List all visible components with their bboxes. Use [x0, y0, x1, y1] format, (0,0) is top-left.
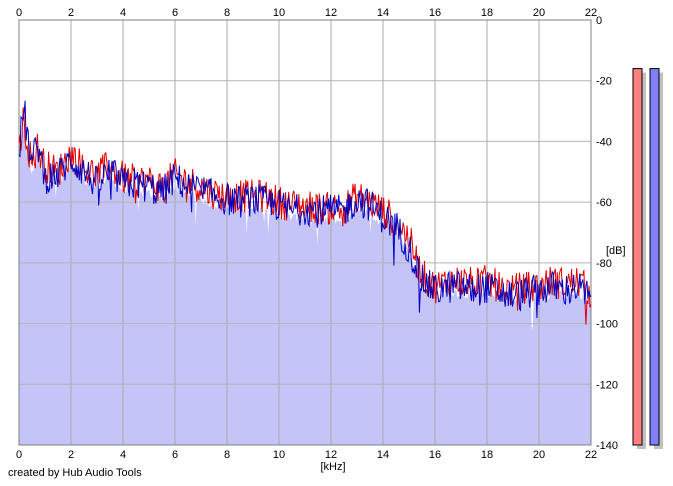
y-tick-label: -40 [596, 136, 612, 148]
x-tick-top: 0 [16, 7, 22, 19]
y-axis-unit-label: [dB] [606, 245, 626, 257]
y-tick-label: -80 [596, 258, 612, 270]
x-tick-bottom: 20 [533, 449, 545, 461]
x-tick-top: 18 [481, 7, 493, 19]
x-tick-bottom: 8 [224, 449, 230, 461]
series-line-1 [18, 107, 592, 325]
x-tick-bottom: 14 [377, 449, 389, 461]
x-tick-top: 10 [273, 7, 285, 19]
x-tick-bottom: 0 [16, 449, 22, 461]
series-line-2 [18, 100, 592, 319]
spectrum-area-layer [19, 127, 591, 445]
level-meter-right [649, 68, 660, 446]
x-tick-bottom: 18 [481, 449, 493, 461]
grid-layer [18, 19, 592, 446]
tick-label-layer: 002244668810101212141416161818202022220-… [16, 7, 618, 461]
x-tick-bottom: 12 [325, 449, 337, 461]
y-tick-label: 0 [596, 15, 602, 27]
y-tick-label: -60 [596, 197, 612, 209]
y-tick-label: -140 [596, 440, 618, 452]
x-tick-top: 6 [172, 7, 178, 19]
level-meter-layer [632, 68, 663, 450]
y-tick-label: -20 [596, 76, 612, 88]
x-tick-top: 4 [120, 7, 126, 19]
x-tick-top: 2 [68, 7, 74, 19]
series-layer [18, 100, 592, 325]
plot-frame [18, 19, 592, 446]
x-axis-unit-label: [kHz] [320, 461, 345, 473]
x-tick-top: 12 [325, 7, 337, 19]
x-tick-bottom: 10 [273, 449, 285, 461]
x-tick-top: 16 [429, 7, 441, 19]
x-tick-bottom: 2 [68, 449, 74, 461]
x-tick-bottom: 6 [172, 449, 178, 461]
y-tick-label: -100 [596, 319, 618, 331]
x-tick-top: 8 [224, 7, 230, 19]
x-tick-bottom: 4 [120, 449, 126, 461]
x-tick-top: 20 [533, 7, 545, 19]
level-meter-left [632, 68, 643, 446]
x-tick-top: 14 [377, 7, 389, 19]
y-tick-label: -120 [596, 379, 618, 391]
x-tick-bottom: 16 [429, 449, 441, 461]
spectrum-area [19, 127, 591, 445]
x-tick-top: 22 [585, 7, 597, 19]
credit-text: created by Hub Audio Tools [8, 467, 142, 479]
x-tick-bottom: 22 [585, 449, 597, 461]
